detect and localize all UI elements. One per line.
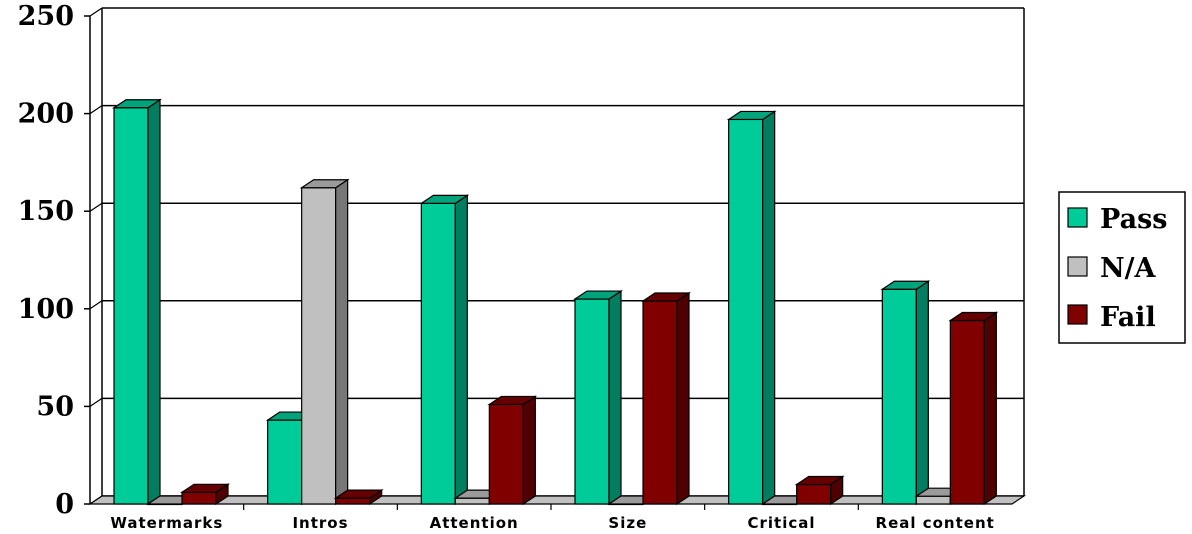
bar-side: [522, 395, 536, 506]
y-tick-label: 150: [18, 196, 74, 227]
bar-front: [574, 298, 610, 505]
legend: Pass N/A Fail: [1058, 191, 1186, 344]
bar-side: [147, 98, 161, 506]
bar-side: [454, 194, 468, 506]
x-axis-ticks: Watermarks Intros Attention Size Critical Rea…: [110, 504, 994, 532]
bar-top: [641, 292, 691, 302]
x-tick-label: Critical: [747, 514, 815, 532]
legend-label-pass: Pass: [1100, 204, 1167, 235]
bar-front: [181, 491, 217, 505]
bar-pass-3: [573, 289, 623, 506]
bar-front: [728, 118, 764, 505]
bar-top: [487, 395, 538, 406]
bar-front: [488, 403, 524, 505]
bar-front: [881, 288, 917, 505]
bar-fail-2: [487, 395, 538, 506]
bars: [112, 98, 999, 506]
bar-pass-2: [419, 194, 470, 506]
bar-front: [949, 319, 985, 505]
bar-fail-0: [180, 483, 230, 506]
bar-side: [915, 280, 929, 506]
bar-side: [762, 110, 776, 506]
bar-na-1: [299, 178, 350, 506]
gridline-side: [89, 397, 103, 407]
bar-fail-5: [948, 311, 999, 506]
gridline-side: [89, 300, 103, 310]
bar-top: [948, 311, 999, 322]
bar-fail-1: [333, 489, 384, 506]
bar-front: [642, 300, 678, 505]
bar-front: [267, 419, 303, 505]
y-tick-label: 100: [18, 294, 74, 325]
bar-side: [983, 311, 997, 506]
bar-fail-3: [641, 291, 691, 506]
x-tick-label: Real content: [876, 514, 995, 532]
bar-top: [794, 475, 845, 486]
bar-top: [726, 110, 777, 121]
gridlines: [89, 7, 1024, 505]
gridline-side: [89, 7, 103, 17]
y-tick-label: 250: [18, 1, 74, 32]
bar-side: [335, 178, 349, 506]
bar-top: [299, 179, 350, 189]
bar-front: [113, 107, 149, 505]
bar-top: [333, 489, 384, 499]
bar-top: [880, 280, 931, 290]
bar-front: [301, 187, 337, 505]
gridline-side: [89, 202, 103, 212]
bar-top: [573, 290, 623, 300]
bar-top: [112, 99, 162, 109]
bar-front: [915, 495, 951, 505]
bar-side: [608, 289, 622, 506]
bar-front: [796, 483, 832, 505]
legend-swatch-pass: [1067, 207, 1088, 228]
bar-front: [420, 202, 456, 505]
bar-fail-4: [794, 475, 845, 506]
legend-swatch-fail: [1067, 304, 1088, 325]
legend-label-fail: Fail: [1100, 302, 1156, 333]
bar-front: [454, 497, 490, 505]
bar-pass-0: [112, 98, 162, 506]
legend-swatch-na: [1067, 256, 1088, 277]
plot-walls: [89, 8, 1025, 504]
x-tick-label: Watermarks: [110, 514, 223, 532]
x-tick-label: Attention: [430, 514, 519, 532]
y-axis-ticks: 0 50 100 150 200 250: [18, 1, 90, 520]
bar-top: [419, 194, 470, 204]
gridline-side: [89, 105, 103, 115]
bar-front: [335, 497, 371, 505]
bar-pass-4: [726, 110, 777, 506]
x-tick-label: Intros: [292, 514, 348, 532]
bar-side: [676, 291, 690, 506]
y-tick-label: 50: [36, 391, 74, 422]
bar-top: [180, 483, 230, 493]
y-tick-label: 200: [18, 99, 74, 130]
legend-label-na: N/A: [1100, 253, 1157, 284]
bar-pass-5: [880, 280, 931, 506]
x-tick-label: Size: [608, 514, 647, 532]
y-tick-label: 0: [55, 489, 74, 520]
